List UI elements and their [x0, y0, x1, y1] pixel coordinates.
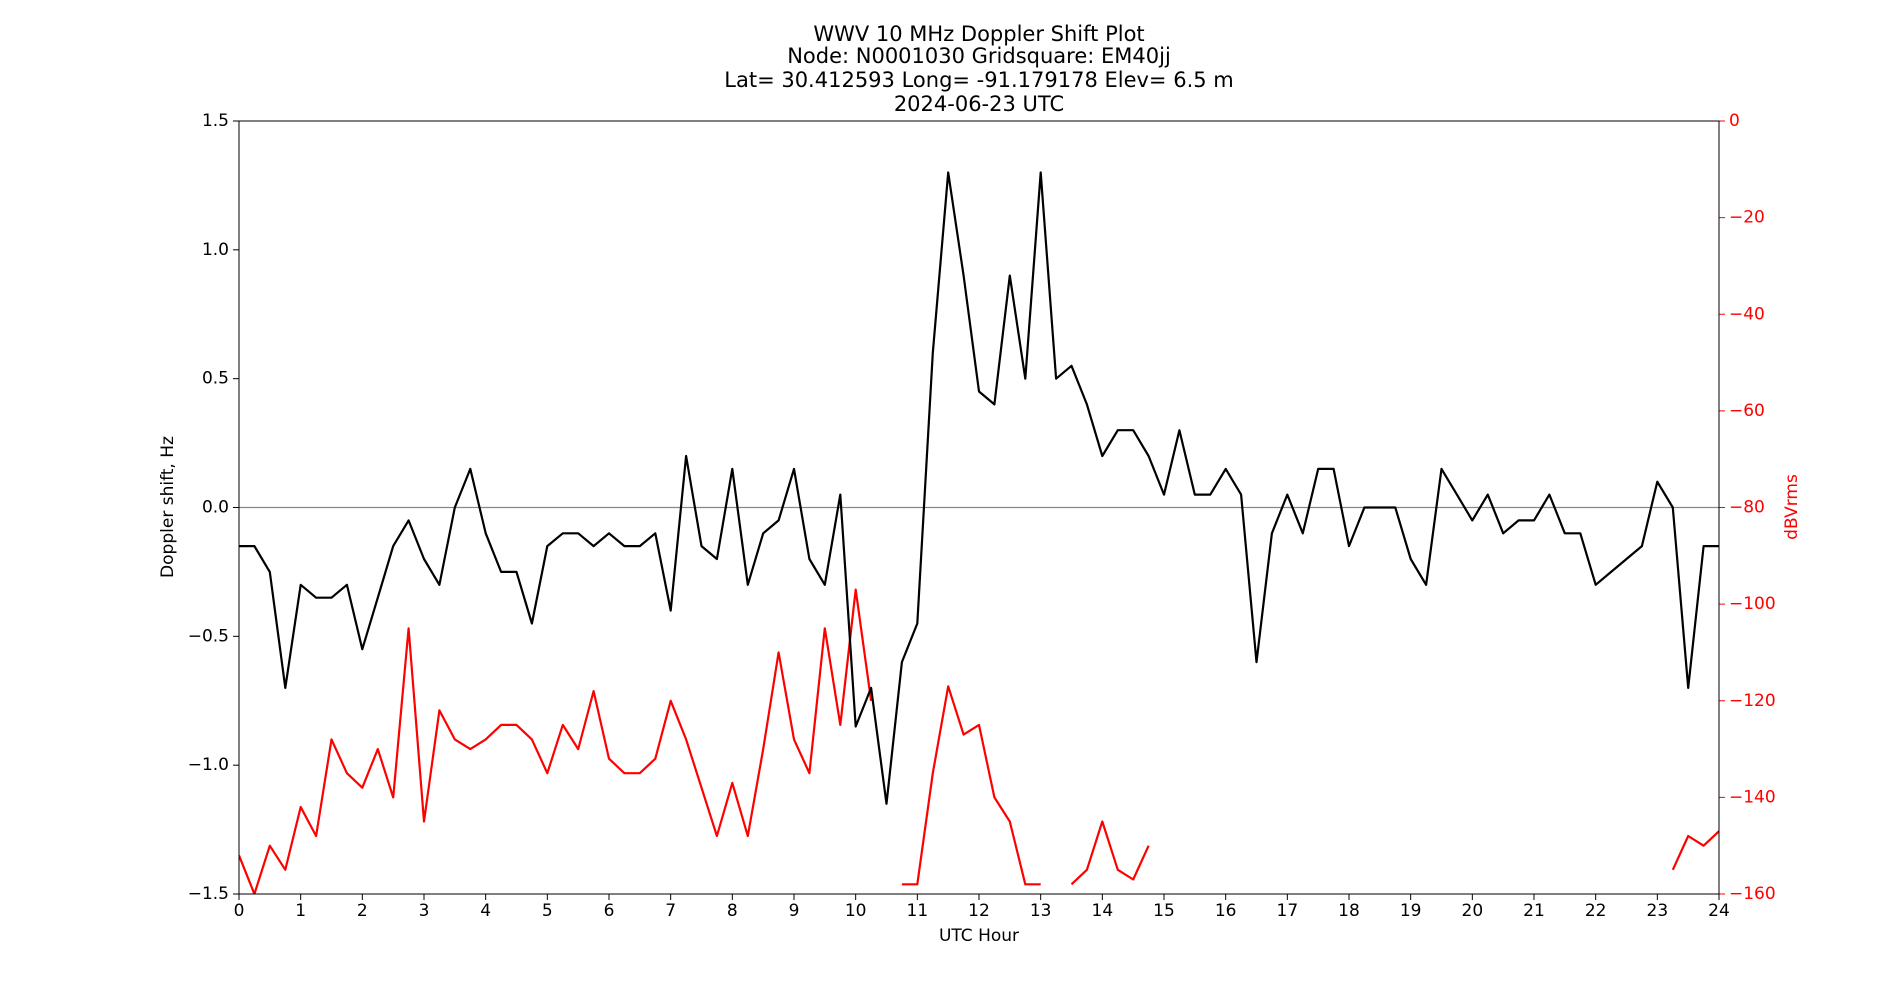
y2-tick-label: −60: [1729, 401, 1765, 421]
x-axis-label: UTC Hour: [939, 926, 1019, 946]
y2-tick-label: −100: [1729, 594, 1776, 614]
y2-tick-label: −140: [1729, 787, 1776, 807]
y-tick-label: −0.5: [188, 626, 229, 646]
x-tick-label: 19: [1400, 901, 1422, 921]
y2-tick-label: −40: [1729, 304, 1765, 324]
plot-frame: [238, 120, 1720, 895]
y2-axis-label: dBVrms: [1782, 474, 1802, 540]
x-tick-label: 8: [727, 901, 738, 921]
x-tick-label: 0: [234, 901, 245, 921]
data-line: [239, 588, 1719, 894]
x-tick-label: 1: [295, 901, 306, 921]
y-axis-label: Doppler shift, Hz: [158, 436, 178, 578]
x-tick-label: 18: [1338, 901, 1360, 921]
x-tick-label: 24: [1708, 901, 1730, 921]
y2-tick-label: 0: [1729, 111, 1740, 131]
y-tick-label: −1.0: [188, 755, 229, 775]
x-tick-label: 3: [419, 901, 430, 921]
y-tick-label: 0.5: [202, 369, 229, 389]
y2-tick-label: −120: [1729, 691, 1776, 711]
x-tick-label: 16: [1215, 901, 1237, 921]
x-tick-label: 2: [357, 901, 368, 921]
x-tick-label: 11: [907, 901, 929, 921]
x-tick-label: 13: [1030, 901, 1052, 921]
x-tick-label: 22: [1585, 901, 1607, 921]
x-tick-label: 14: [1092, 901, 1114, 921]
x-tick-label: 10: [845, 901, 867, 921]
y-tick-label: 0.0: [202, 498, 229, 518]
plot-area: [239, 171, 1719, 894]
x-tick-label: 6: [604, 901, 615, 921]
x-tick-label: 21: [1523, 901, 1545, 921]
x-tick-label: 12: [968, 901, 990, 921]
x-tick-label: 7: [665, 901, 676, 921]
x-tick-label: 17: [1277, 901, 1299, 921]
x-tick-label: 4: [480, 901, 491, 921]
y2-tick-label: −80: [1729, 498, 1765, 518]
y2-tick-label: −20: [1729, 208, 1765, 228]
x-tick-label: 9: [789, 901, 800, 921]
y2-tick-label: −160: [1729, 884, 1776, 904]
y-tick-label: −1.5: [188, 884, 229, 904]
x-tick-label: 15: [1153, 901, 1175, 921]
chart-subtitle: Node: N0001030 Gridsquare: EM40jj: [787, 44, 1171, 68]
y-tick-label: 1.0: [202, 240, 229, 260]
x-tick-label: 5: [542, 901, 553, 921]
chart-subtitle: 2024-06-23 UTC: [894, 92, 1064, 116]
data-line: [239, 171, 1719, 805]
x-tick-label: 23: [1647, 901, 1669, 921]
y-tick-label: 1.5: [202, 111, 229, 131]
chart-title: WWV 10 MHz Doppler Shift Plot: [813, 22, 1144, 46]
x-tick-label: 20: [1462, 901, 1484, 921]
chart-subtitle: Lat= 30.412593 Long= -91.179178 Elev= 6.…: [724, 68, 1233, 92]
